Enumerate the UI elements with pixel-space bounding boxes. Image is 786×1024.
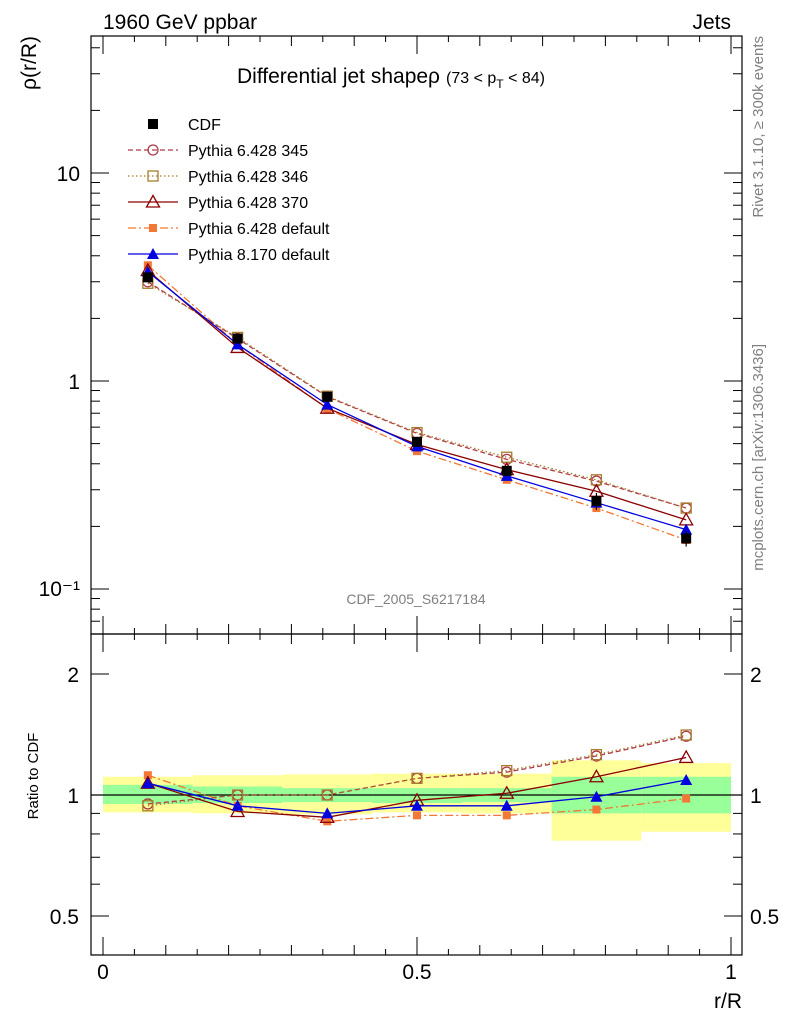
legend-marker bbox=[149, 224, 157, 232]
ratio-ytick-right-2: 2 bbox=[750, 664, 762, 687]
data-point bbox=[321, 398, 334, 410]
data-point bbox=[231, 338, 244, 350]
ratio-point bbox=[321, 807, 334, 819]
legend-entry: CDF bbox=[148, 117, 221, 134]
data-point bbox=[501, 465, 512, 476]
main-title: Differential jet shapeρ (73 < pT < 84) bbox=[237, 65, 545, 91]
legend-entry: Pythia 6.428 345 bbox=[128, 143, 308, 160]
data-point bbox=[591, 495, 602, 506]
series-line bbox=[147, 264, 687, 541]
ratio-point bbox=[141, 777, 154, 789]
legend: CDF Pythia 6.428 345 Pythia 6.428 346 Pythi… bbox=[128, 117, 330, 264]
ratio-marks bbox=[140, 729, 694, 826]
data-point bbox=[680, 523, 693, 535]
ytick-label-10: 10 bbox=[57, 163, 80, 186]
series-line bbox=[147, 271, 687, 531]
legend-marker bbox=[147, 144, 159, 156]
ratio-point bbox=[678, 749, 694, 764]
legend-marker bbox=[147, 170, 159, 182]
main-ylabel: ρ(r/R) bbox=[18, 36, 41, 90]
main-marks bbox=[140, 261, 694, 547]
ratio-ytick-right-0.5: 0.5 bbox=[750, 906, 779, 929]
legend-label: CDF bbox=[188, 117, 221, 134]
ratio-point bbox=[500, 799, 513, 811]
main-title-text: Differential jet shapeρ bbox=[237, 65, 440, 88]
main-ticks bbox=[91, 36, 742, 634]
x-axis-label: r/R bbox=[714, 990, 742, 1013]
legend-marker bbox=[145, 194, 161, 208]
ratio-series-line bbox=[147, 735, 687, 805]
xtick-label-0.5: 0.5 bbox=[402, 961, 431, 984]
main-panel: Differential jet shapeρ (73 < pT < 84) ρ(… bbox=[18, 35, 743, 635]
ratio-point bbox=[411, 799, 423, 811]
rivet-label: Rivet 3.1.10, ≥ 300k events bbox=[750, 36, 767, 218]
legend-label: Pythia 6.428 default bbox=[188, 221, 330, 238]
ratio-point bbox=[411, 772, 423, 785]
ratio-point bbox=[680, 729, 692, 741]
ratio-point bbox=[321, 789, 333, 801]
data-point bbox=[232, 333, 243, 344]
series-line bbox=[147, 269, 687, 521]
ratio-point bbox=[588, 768, 605, 783]
ratio-point bbox=[592, 805, 601, 814]
legend-label: Pythia 8.170 default bbox=[188, 247, 330, 264]
ratio-point bbox=[590, 749, 603, 761]
xtick-label-0: 0 bbox=[97, 961, 109, 984]
legend-entry: Pythia 6.428 346 bbox=[128, 169, 308, 186]
ratio-ylabel: Ratio to CDF bbox=[25, 733, 42, 820]
ytick-label-0.1: 10⁻¹ bbox=[39, 578, 80, 601]
ratio-point bbox=[231, 799, 244, 811]
legend-marker bbox=[148, 119, 158, 129]
ratio-point bbox=[323, 817, 332, 826]
main-title-suffix-end: < 84) bbox=[504, 70, 545, 87]
data-point bbox=[681, 533, 692, 544]
data-point bbox=[143, 261, 152, 270]
legend-entry: Pythia 6.428 default bbox=[128, 221, 330, 238]
mcplots-label: mcplots.cern.ch [arXiv:1306.3436] bbox=[750, 344, 767, 571]
data-point bbox=[678, 512, 694, 526]
ytick-label-1: 1 bbox=[68, 371, 80, 394]
data-point bbox=[322, 391, 333, 402]
main-title-sub: T bbox=[496, 77, 504, 91]
ratio-point bbox=[413, 811, 421, 820]
xtick-label-1: 1 bbox=[725, 961, 737, 984]
ratio-point bbox=[682, 794, 691, 803]
legend-marker bbox=[147, 248, 159, 259]
ratio-series-line bbox=[147, 734, 687, 807]
ratio-point bbox=[590, 790, 603, 802]
legend-label: Pythia 6.428 346 bbox=[188, 169, 308, 186]
ratio-ytick-left-1: 1 bbox=[67, 785, 79, 808]
legend-label: Pythia 6.428 345 bbox=[188, 143, 308, 160]
main-title-suffix: (73 < p bbox=[446, 70, 496, 87]
header-right: Jets bbox=[692, 11, 731, 34]
ratio-ytick-left-0.5: 0.5 bbox=[50, 906, 79, 929]
ratio-point bbox=[142, 800, 154, 812]
ratio-panel: Ratio to CDF 2 1 0.5 2 1 0.5 0 0.5 1 r/R bbox=[25, 633, 779, 1013]
ratio-point bbox=[501, 764, 513, 777]
data-point bbox=[412, 436, 422, 447]
ratio-ytick-left-2: 2 bbox=[67, 664, 79, 687]
analysis-watermark: CDF_2005_S6217184 bbox=[346, 591, 486, 607]
series-line bbox=[147, 282, 687, 509]
ratio-point bbox=[143, 771, 152, 780]
legend-entry: Pythia 6.428 370 bbox=[128, 194, 308, 212]
ratio-point bbox=[502, 811, 511, 820]
series-line bbox=[147, 281, 687, 509]
ratio-ytick-right-1: 1 bbox=[750, 785, 762, 808]
ratio-point bbox=[680, 773, 693, 785]
header-left: 1960 GeV ppbar bbox=[103, 11, 257, 34]
legend-label: Pythia 6.428 370 bbox=[188, 195, 308, 212]
legend-entry: Pythia 8.170 default bbox=[128, 247, 330, 264]
ratio-point bbox=[499, 785, 515, 799]
data-point bbox=[142, 272, 153, 283]
